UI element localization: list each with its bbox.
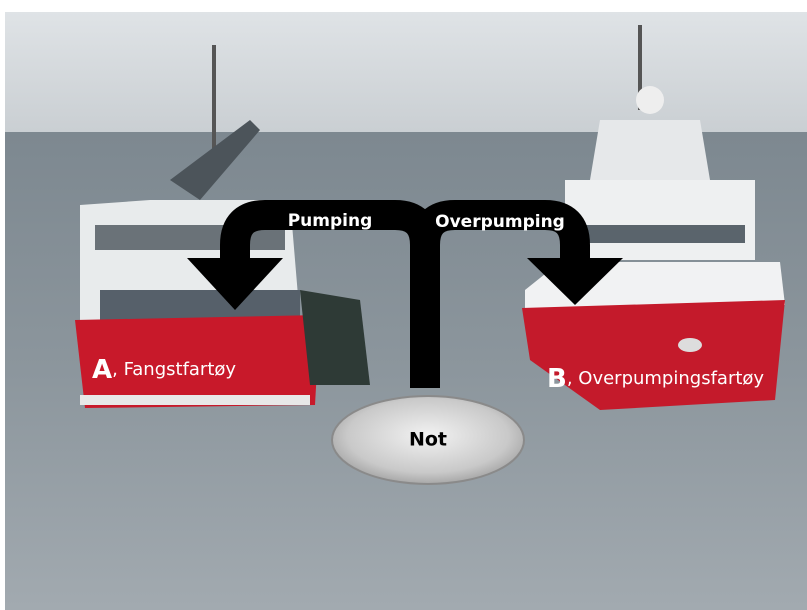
vessel-letter: A: [92, 355, 112, 385]
arrow-label: Pumping: [288, 211, 373, 231]
vessel-name: , Overpumpingsfartøy: [567, 368, 765, 389]
annotated-photo: Pumping Overpumping A, Fangstfartøy B, O…: [0, 0, 807, 610]
net-label: Not: [409, 429, 447, 451]
vessel-name: , Fangstfartøy: [112, 359, 236, 380]
sky: [5, 12, 807, 137]
arrow-label: Overpumping: [435, 212, 565, 232]
photo: [5, 12, 807, 610]
vessel-letter: B: [547, 364, 567, 394]
